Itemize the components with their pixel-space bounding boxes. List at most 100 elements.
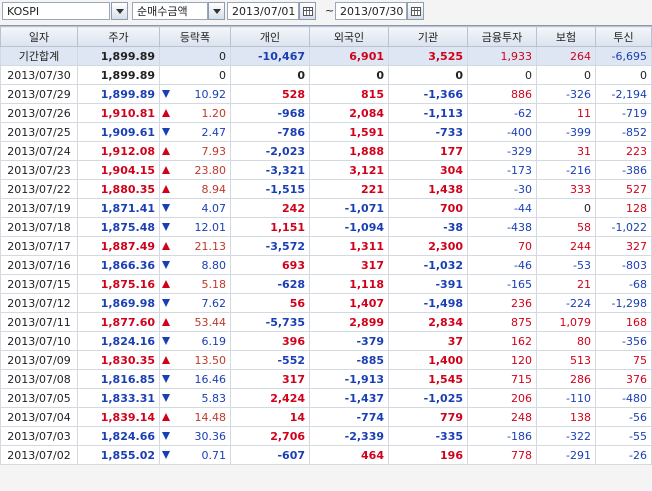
col-header-institution[interactable]: 기관 <box>388 26 468 47</box>
table-row[interactable]: 2013/07/11 1,877.60 53.44 -5,735 2,899 2,834 8… <box>0 312 652 332</box>
metric-select[interactable]: 순매수금액 <box>132 2 208 20</box>
date-from-field[interactable]: 2013/07/01 <box>227 2 299 20</box>
cell-price: 1,899.89 <box>77 65 160 85</box>
table-row[interactable]: 2013/07/25 1,909.61 2.47 -786 1,591 -733 -400-… <box>0 122 652 142</box>
cell-individual: 242 <box>230 198 310 218</box>
cell-date: 2013/07/30 <box>0 65 78 85</box>
col-header-financial-investment[interactable]: 금융투자 <box>467 26 537 47</box>
cell-change: 13.50 <box>159 350 231 370</box>
market-select[interactable]: KOSPI <box>2 2 110 20</box>
cell-price: 1,833.31 <box>77 388 160 408</box>
table-row[interactable]: 2013/07/30 1,899.89 0 0 0 0 0 0 0 <box>0 65 652 85</box>
date-to-field[interactable]: 2013/07/30 <box>335 2 407 20</box>
cell-institution: 1,400 <box>388 350 468 370</box>
date-to-calendar-button[interactable] <box>407 2 424 20</box>
cell-change: 4.07 <box>159 198 231 218</box>
arrow-up-icon <box>162 166 170 174</box>
cell-institution: 304 <box>388 160 468 180</box>
cell-foreign: -1,094 <box>309 217 389 237</box>
cell-change: 30.36 <box>159 426 231 446</box>
cell-financial-investment: -400 <box>467 122 537 142</box>
change-value: 16.46 <box>194 372 227 386</box>
cell-date: 2013/07/03 <box>0 426 78 446</box>
col-header-change[interactable]: 등락폭 <box>159 26 231 47</box>
col-header-insurance[interactable]: 보험 <box>536 26 596 47</box>
change-value: 7.62 <box>201 296 227 310</box>
cell-date: 2013/07/16 <box>0 255 78 275</box>
cell-individual: -786 <box>230 122 310 142</box>
chevron-down-icon <box>212 8 221 14</box>
table-row[interactable]: 2013/07/19 1,871.41 4.07 242 -1,071 700 -44 0 12… <box>0 198 652 218</box>
arrow-down-icon <box>162 432 170 440</box>
change-value: 21.13 <box>194 239 227 253</box>
change-value: 53.44 <box>194 315 227 329</box>
cell-institution: 0 <box>388 65 468 85</box>
cell-price: 1,899.89 <box>77 84 160 104</box>
table-row[interactable]: 2013/07/22 1,880.35 8.94 -1,515 221 1,438 -30 3… <box>0 179 652 199</box>
col-header-foreign[interactable]: 외국인 <box>309 26 389 47</box>
table-row[interactable]: 2013/07/15 1,875.16 5.18 -628 1,118 -391 -165 2… <box>0 274 652 294</box>
cell-date: 2013/07/19 <box>0 198 78 218</box>
trading-table: 일자 주가 등락폭 개인 외국인 기관 금융투자 보험 투신 기간합계 1,899… <box>0 26 652 465</box>
table-row[interactable]: 2013/07/23 1,904.15 23.80 -3,321 3,121 304 -17… <box>0 160 652 180</box>
market-dropdown-button[interactable] <box>111 2 128 20</box>
cell-change: 0.71 <box>159 445 231 465</box>
table-row[interactable]: 2013/07/03 1,824.66 30.36 2,706 -2,339 -335 -1… <box>0 426 652 446</box>
arrow-down-icon <box>162 128 170 136</box>
cell-financial-investment: -165 <box>467 274 537 294</box>
summary-row[interactable]: 기간합계 1,899.89 0 -10,467 6,901 3,525 1,933 264 -6… <box>0 46 652 66</box>
cell-price: 1,875.16 <box>77 274 160 294</box>
cell-financial-investment: 1,933 <box>467 46 537 66</box>
table-row[interactable]: 2013/07/08 1,816.85 16.46 317 -1,913 1,545 715… <box>0 369 652 389</box>
table-row[interactable]: 2013/07/02 1,855.02 0.71 -607 464 196 778 -291-… <box>0 445 652 465</box>
table-row[interactable]: 2013/07/18 1,875.48 12.01 1,151 -1,094 -38 -43… <box>0 217 652 237</box>
change-value: 6.19 <box>201 334 227 348</box>
cell-investment-trust: -68 <box>595 274 652 294</box>
cell-price: 1,912.08 <box>77 141 160 161</box>
cell-individual: 396 <box>230 331 310 351</box>
cell-institution: 3,525 <box>388 46 468 66</box>
col-header-investment-trust[interactable]: 투신 <box>595 26 652 47</box>
cell-individual: -5,735 <box>230 312 310 332</box>
table-row[interactable]: 2013/07/09 1,830.35 13.50 -552 -885 1,400 120 5… <box>0 350 652 370</box>
col-header-individual[interactable]: 개인 <box>230 26 310 47</box>
date-from-calendar-button[interactable] <box>299 2 316 20</box>
cell-insurance: 513 <box>536 350 596 370</box>
cell-foreign: 3,121 <box>309 160 389 180</box>
cell-individual: 1,151 <box>230 217 310 237</box>
cell-institution: -1,113 <box>388 103 468 123</box>
cell-insurance: 244 <box>536 236 596 256</box>
cell-change: 23.80 <box>159 160 231 180</box>
table-row[interactable]: 2013/07/29 1,899.89 10.92 528 815 -1,366 886 -3… <box>0 84 652 104</box>
cell-price: 1,887.49 <box>77 236 160 256</box>
change-value: 8.80 <box>201 258 227 272</box>
cell-change: 6.19 <box>159 331 231 351</box>
cell-foreign: -885 <box>309 350 389 370</box>
cell-price: 1,869.98 <box>77 293 160 313</box>
cell-investment-trust: 527 <box>595 179 652 199</box>
cell-individual: 14 <box>230 407 310 427</box>
table-row[interactable]: 2013/07/24 1,912.08 7.93 -2,023 1,888 177 -329… <box>0 141 652 161</box>
arrow-up-icon <box>162 185 170 193</box>
metric-dropdown-button[interactable] <box>208 2 225 20</box>
cell-investment-trust: 128 <box>595 198 652 218</box>
col-header-date[interactable]: 일자 <box>0 26 78 47</box>
cell-institution: 196 <box>388 445 468 465</box>
cell-price: 1,880.35 <box>77 179 160 199</box>
table-row[interactable]: 2013/07/12 1,869.98 7.62 56 1,407 -1,498 236 -2… <box>0 293 652 313</box>
cell-date: 2013/07/11 <box>0 312 78 332</box>
cell-insurance: -224 <box>536 293 596 313</box>
table-row[interactable]: 2013/07/26 1,910.81 1.20 -968 2,084 -1,113 -62… <box>0 103 652 123</box>
table-row[interactable]: 2013/07/17 1,887.49 21.13 -3,572 1,311 2,300 7… <box>0 236 652 256</box>
table-row[interactable]: 2013/07/04 1,839.14 14.48 14 -774 779 248 138 -5… <box>0 407 652 427</box>
cell-date: 2013/07/18 <box>0 217 78 237</box>
cell-financial-investment: 875 <box>467 312 537 332</box>
col-header-price[interactable]: 주가 <box>77 26 160 47</box>
date-range-separator: ~ <box>325 4 335 17</box>
table-row[interactable]: 2013/07/05 1,833.31 5.83 2,424 -1,437 -1,025 2… <box>0 388 652 408</box>
table-header: 일자 주가 등락폭 개인 외국인 기관 금융투자 보험 투신 <box>0 26 652 47</box>
cell-investment-trust: -356 <box>595 331 652 351</box>
table-row[interactable]: 2013/07/16 1,866.36 8.80 693 317 -1,032 -46 -53… <box>0 255 652 275</box>
table-row[interactable]: 2013/07/10 1,824.16 6.19 396 -379 37 162 80 -356 <box>0 331 652 351</box>
change-value: 5.18 <box>201 277 227 291</box>
